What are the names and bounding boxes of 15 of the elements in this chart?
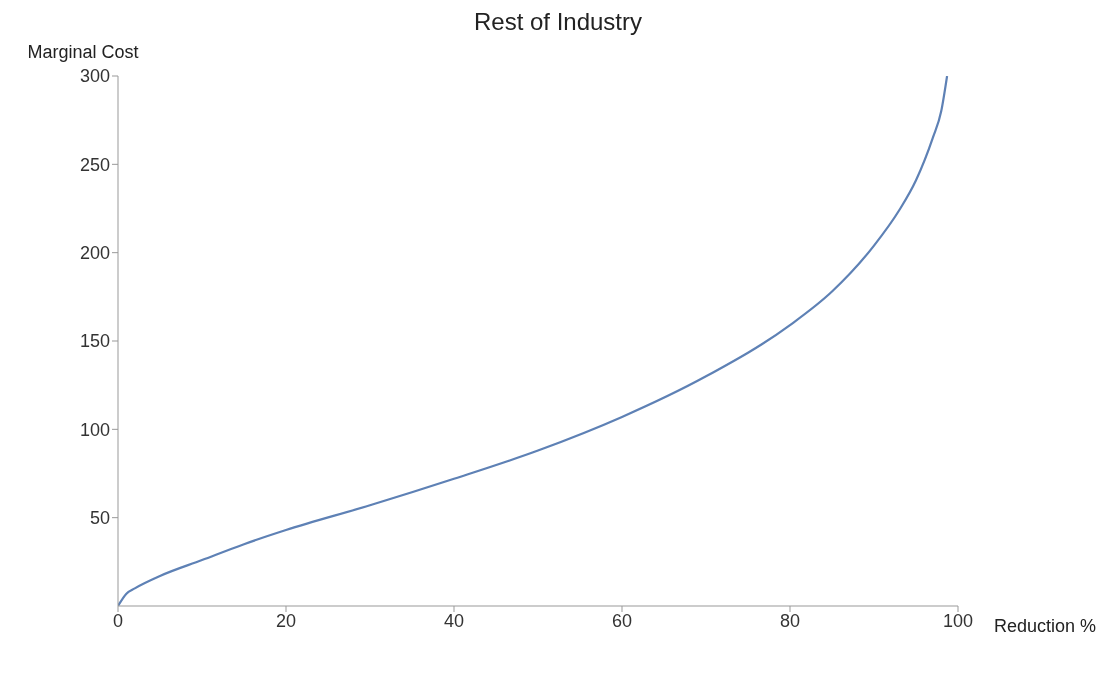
x-tick-label: 20 [275, 610, 297, 631]
y-tick-label: 300 [79, 66, 110, 87]
x-tick-label: 80 [779, 610, 801, 631]
chart-title: Rest of Industry [472, 8, 644, 36]
y-tick-label: 200 [79, 243, 110, 264]
x-tick-label: 40 [443, 610, 465, 631]
y-axis-title: Marginal Cost [27, 42, 139, 62]
y-tick-label: 50 [89, 508, 110, 529]
y-tick-label: 250 [79, 154, 110, 175]
x-axis-title: Reduction % [994, 616, 1097, 637]
x-tick-label: 0 [112, 610, 124, 631]
x-tick-label: 60 [611, 610, 633, 631]
x-tick-label: 100 [942, 610, 974, 631]
y-tick-label: 100 [79, 419, 110, 440]
y-tick-label: 150 [79, 331, 110, 352]
